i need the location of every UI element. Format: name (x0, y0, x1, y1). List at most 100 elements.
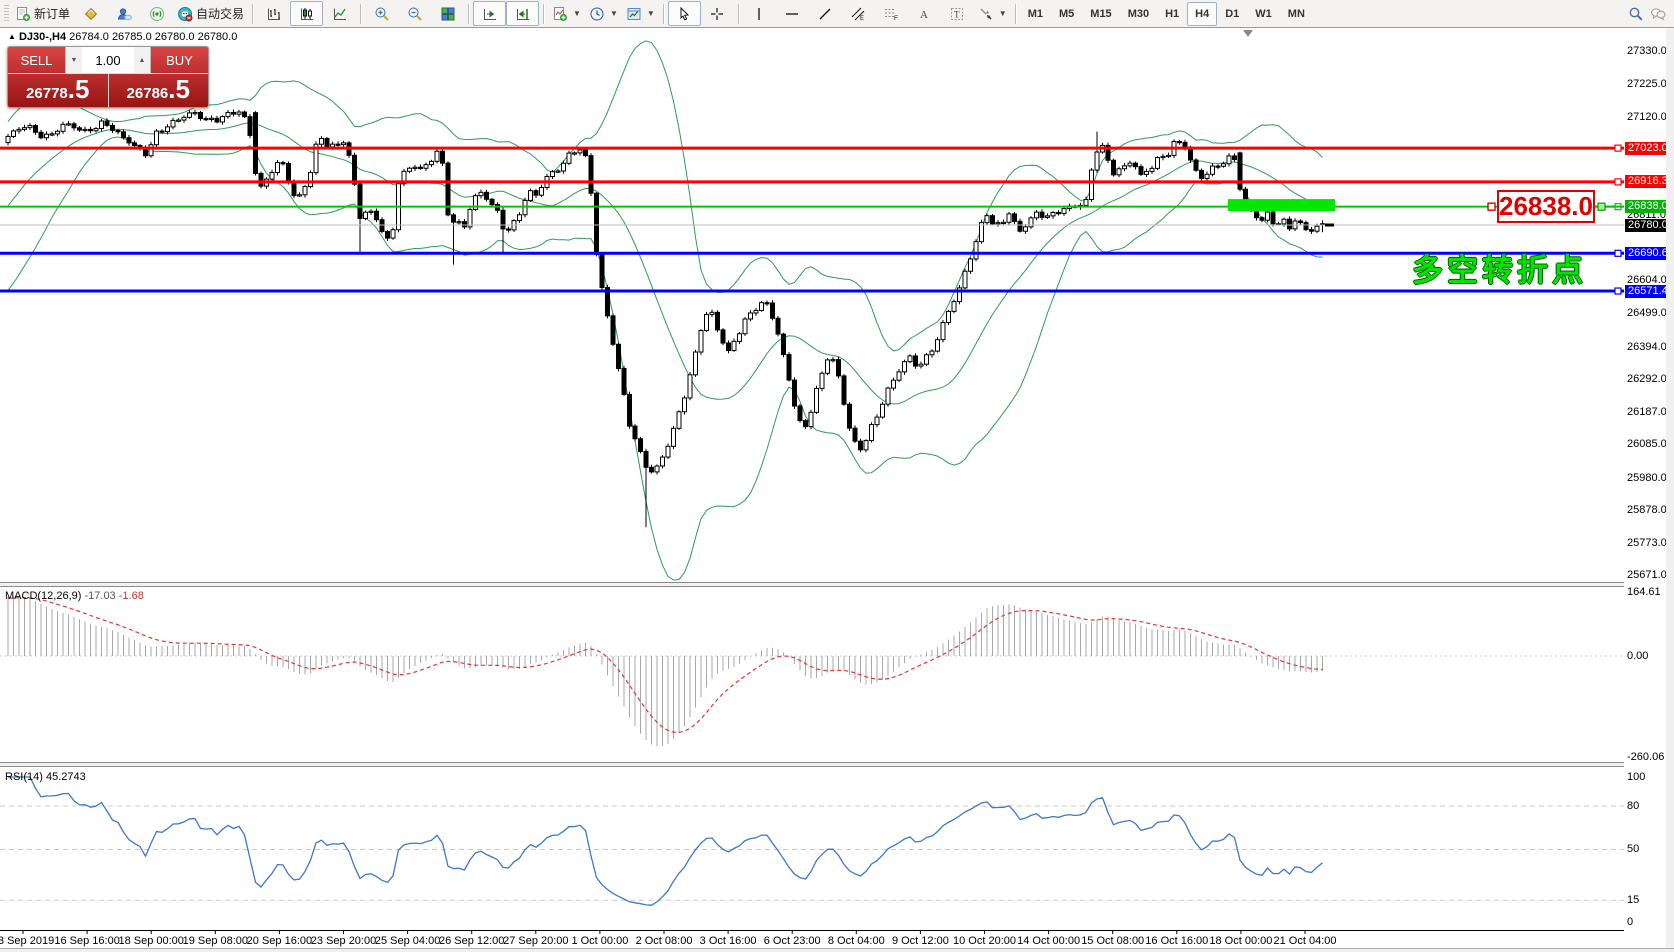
horizontal-line-icon (786, 12, 799, 15)
annotation-anchor[interactable] (1487, 202, 1496, 211)
tile-windows-button[interactable] (431, 1, 464, 26)
macd-axis-zero: 0.00 (1627, 649, 1649, 662)
vertical-line-button[interactable] (743, 1, 776, 26)
macd-signal-line[interactable] (7, 597, 1323, 734)
bollinger-band[interactable] (7, 40, 1323, 352)
price-tick-label: 25773.0 (1627, 537, 1667, 550)
price-level-annotation-box[interactable]: 26838.0 (1497, 190, 1595, 223)
clock-icon (590, 7, 604, 20)
dropdown-caret: ▼ (998, 9, 1007, 18)
volume-increase-button[interactable]: ▲ (134, 47, 150, 73)
profile-button[interactable] (74, 1, 107, 26)
chat-icon[interactable] (1650, 6, 1666, 22)
panel-top-row: SELL ▼ 1.00 ▲ BUY (8, 47, 208, 74)
zoom-in-button[interactable] (365, 1, 398, 26)
chart-shift-marker[interactable] (1243, 30, 1253, 37)
svg-text:F: F (894, 15, 898, 22)
channel-button[interactable]: E (842, 1, 875, 26)
date-label: 16 Sep 16:00 (54, 935, 120, 947)
line-handle[interactable] (1614, 287, 1622, 295)
templates-button[interactable]: ▼ (622, 1, 659, 26)
sell-price[interactable]: 26778.5 (8, 74, 109, 107)
rsi-axis-label: 80 (1627, 799, 1640, 812)
candlestick-chart-button[interactable] (290, 1, 324, 26)
bollinger-band[interactable] (7, 122, 1323, 405)
price-chart-canvas[interactable] (0, 28, 1666, 952)
dropdown-caret: ▼ (609, 9, 618, 18)
line-handle[interactable] (1614, 144, 1622, 152)
price-tick-label: 25671.0 (1627, 569, 1667, 582)
line-handle[interactable] (1614, 178, 1622, 186)
auto-scroll-button[interactable] (473, 1, 507, 26)
equidistant-channel-icon: E (851, 7, 865, 22)
volume-decrease-button[interactable]: ▼ (66, 47, 82, 73)
window-edge-strip (1666, 28, 1674, 952)
cursor-button[interactable] (667, 1, 701, 26)
pane-separator[interactable] (0, 582, 1666, 587)
price-line-badge: 26916.3 (1625, 175, 1671, 189)
date-label: 20 Sep 16:00 (246, 935, 313, 947)
toolbar: 新订单 自动交易 (0, 0, 1674, 28)
timeframe-button-mn[interactable]: MN (1287, 7, 1305, 20)
chart-title: ▲ DJ30-,H4 26784.0 26785.0 26780.0 26780… (8, 31, 237, 43)
timeframe-group: M1 M5 M15 M30 H1 H4 D1 W1 MN (1020, 1, 1313, 26)
arrows-button[interactable]: ▼ (974, 1, 1011, 26)
timeframe-button-m15[interactable]: M15 (1090, 7, 1112, 20)
sell-button[interactable]: SELL (20, 52, 53, 68)
price-line-badge: 26690.6 (1625, 246, 1671, 260)
one-click-trading-panel: SELL ▼ 1.00 ▲ BUY 26778.5 26786.5 (7, 46, 209, 108)
timeframe-button-h4[interactable]: H4 (1187, 1, 1218, 26)
trendline-button[interactable] (809, 1, 842, 26)
dropdown-caret: ▼ (646, 9, 655, 18)
crosshair-button[interactable] (701, 1, 734, 26)
chart-shift-button[interactable] (506, 1, 540, 26)
text-label-button[interactable]: T (941, 1, 974, 26)
buy-price[interactable]: 26786.5 (109, 74, 209, 107)
periods-button[interactable]: ▼ (585, 1, 622, 26)
toolbar-grip[interactable] (4, 4, 9, 23)
bollinger-band[interactable] (7, 136, 1323, 581)
chart-area[interactable]: ▲ DJ30-,H4 26784.0 26785.0 26780.0 26780… (0, 28, 1674, 952)
template-icon (627, 7, 641, 20)
line-chart-icon (333, 8, 346, 20)
pane-separator[interactable] (0, 762, 1666, 767)
bar-chart-button[interactable] (257, 1, 290, 26)
auto-trading-button[interactable]: 自动交易 (173, 1, 248, 26)
timeframe-button-m5[interactable]: M5 (1059, 7, 1075, 20)
tile-windows-icon (441, 7, 455, 20)
zoom-out-icon (408, 7, 422, 21)
timeframe-button-h1[interactable]: H1 (1165, 7, 1180, 20)
price-axis[interactable]: 27330.0 27225.0 27120.0 26811.0 26604.0 26499… (1624, 28, 1671, 952)
new-order-button[interactable]: 新订单 (11, 1, 74, 26)
toolbar-right (1628, 6, 1672, 22)
community-button[interactable] (107, 1, 140, 26)
timeframe-button-d1[interactable]: D1 (1225, 7, 1240, 20)
highlight-zone-rect[interactable] (1228, 199, 1335, 212)
fibonacci-button[interactable]: F (875, 1, 908, 26)
toolbar-separator (543, 3, 545, 24)
turning-point-text[interactable]: 多空转折点 (1412, 253, 1587, 288)
horizontal-line-button[interactable] (776, 1, 809, 26)
timeframe-button-w1[interactable]: W1 (1255, 7, 1272, 20)
timeframe-button-m1[interactable]: M1 (1027, 7, 1043, 20)
buy-button[interactable]: BUY (166, 52, 193, 68)
line-handle[interactable] (1614, 249, 1622, 257)
panel-expand-arrow[interactable]: ▲ (8, 32, 16, 41)
annotation-anchor[interactable] (1597, 202, 1606, 211)
rsi-line[interactable] (8, 776, 1323, 906)
timeframe-button-m30[interactable]: M30 (1127, 7, 1150, 20)
signals-button[interactable] (140, 1, 173, 26)
price-tick-label: 27120.0 (1627, 110, 1667, 123)
candle-series[interactable] (5, 109, 1325, 528)
text-button[interactable]: A (908, 1, 941, 26)
price-tick-label: 26085.0 (1627, 438, 1667, 451)
zoom-out-button[interactable] (398, 1, 431, 26)
volume-input[interactable]: 1.00 (95, 52, 121, 68)
indicators-button[interactable]: ▼ (548, 1, 585, 26)
line-chart-button[interactable] (323, 1, 356, 26)
signal-icon (149, 6, 164, 21)
rsi-label: RSI(14) 45.2743 (5, 771, 86, 783)
macd-histogram[interactable] (7, 596, 1323, 747)
search-icon[interactable] (1628, 6, 1644, 22)
